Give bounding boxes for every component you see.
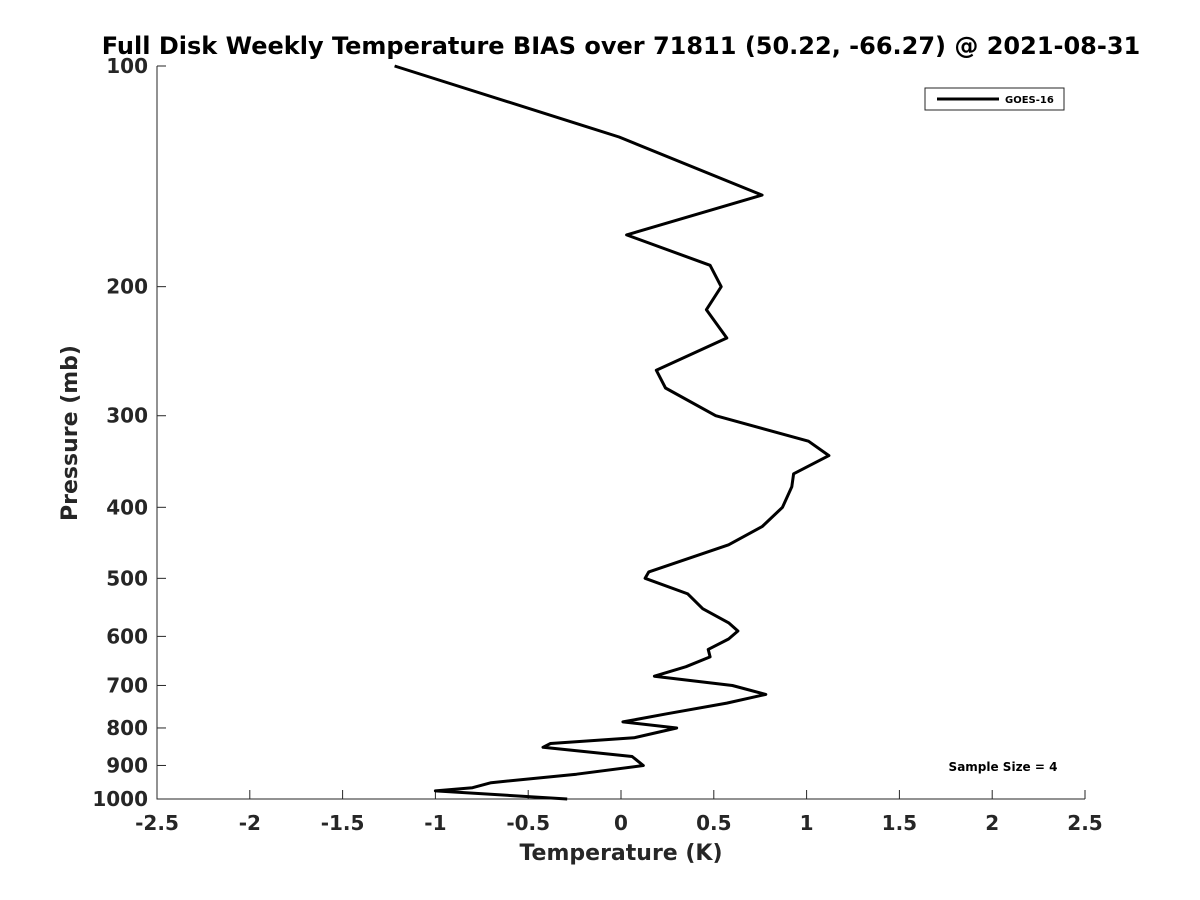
y-tick-label: 400 bbox=[106, 495, 148, 519]
x-tick-label: 1.5 bbox=[882, 811, 917, 835]
x-tick-label: 2 bbox=[985, 811, 999, 835]
y-tick-label: 300 bbox=[106, 404, 148, 428]
y-tick-label: 800 bbox=[106, 716, 148, 740]
y-tick-label: 1000 bbox=[92, 787, 148, 811]
x-tick-label: 1 bbox=[800, 811, 814, 835]
legend-label-goes-16: GOES-16 bbox=[1005, 95, 1054, 106]
x-tick-label: 0 bbox=[614, 811, 628, 835]
y-tick-label: 700 bbox=[106, 673, 148, 697]
y-tick-label: 900 bbox=[106, 753, 148, 777]
y-tick-label: 500 bbox=[106, 566, 148, 590]
y-axis: 100 200 300 400 500 600 700 800 900 1000 bbox=[92, 54, 166, 811]
series-line-goes-16 bbox=[394, 64, 831, 801]
x-axis-label: Temperature (K) bbox=[519, 841, 722, 866]
x-tick-label: 2.5 bbox=[1067, 811, 1102, 835]
legend: GOES-16 bbox=[924, 87, 1065, 111]
series-layer bbox=[394, 64, 831, 801]
chart-title: Full Disk Weekly Temperature BIAS over 7… bbox=[102, 32, 1141, 60]
y-axis-label: Pressure (mb) bbox=[58, 345, 83, 521]
sample-size-annotation: Sample Size = 4 bbox=[949, 760, 1058, 774]
x-tick-label: -0.5 bbox=[506, 811, 550, 835]
y-tick-label: 100 bbox=[106, 54, 148, 78]
x-tick-label: -1 bbox=[424, 811, 446, 835]
x-tick-label: -2.5 bbox=[135, 811, 179, 835]
y-tick-label: 600 bbox=[106, 624, 148, 648]
x-tick-label: 0.5 bbox=[696, 811, 731, 835]
x-axis: -2.5 -2 -1.5 -1 -0.5 0 0.5 1 1.5 2 2.5 bbox=[135, 790, 1103, 835]
x-tick-label: -2 bbox=[239, 811, 261, 835]
y-tick-label: 200 bbox=[106, 275, 148, 299]
x-tick-label: -1.5 bbox=[321, 811, 365, 835]
